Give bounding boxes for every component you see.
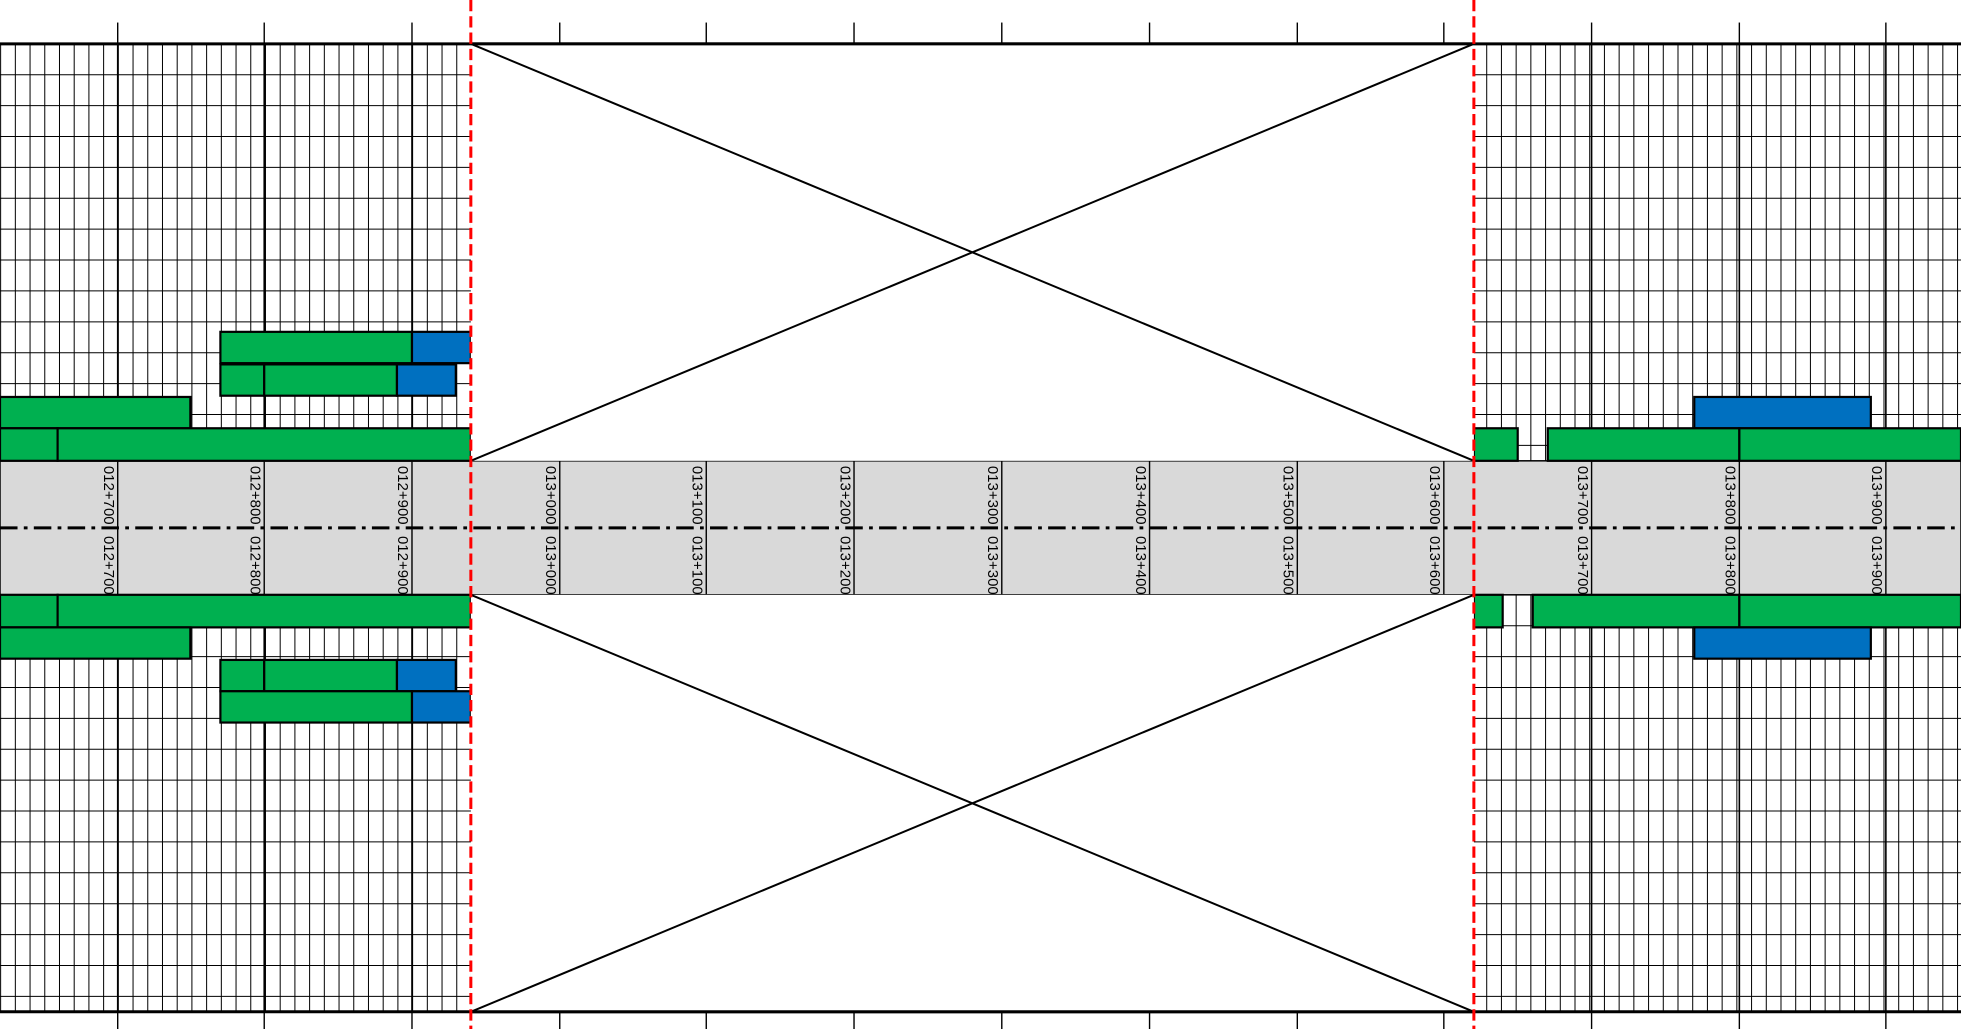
chainage-label-upper: 013+100: [688, 466, 705, 525]
blue-activity-block: [1693, 395, 1872, 430]
chainage-label-lower: 013+000: [542, 536, 559, 595]
green-activity-block: [0, 427, 59, 462]
green-activity-block: [56, 427, 472, 462]
green-activity-block: [1738, 427, 1961, 462]
blue-activity-block: [410, 330, 472, 365]
blue-activity-block: [395, 658, 457, 693]
cross-line: [470, 42, 1475, 462]
excluded-zone: [470, 42, 1475, 1014]
green-activity-block: [1531, 593, 1741, 629]
chainage-label-upper: 012+900: [394, 466, 411, 525]
chainage-label-lower: 013+100: [688, 536, 705, 595]
chainage-label-lower: 012+700: [100, 536, 117, 595]
green-activity-block: [1472, 593, 1504, 629]
green-activity-block: [0, 626, 192, 660]
green-activity-block: [1472, 427, 1519, 462]
cross-line: [470, 593, 1475, 1013]
chainage-label-upper: 013+000: [542, 466, 559, 525]
chainage-label-upper: 013+600: [1426, 466, 1443, 525]
chainage-label-upper: 013+400: [1132, 466, 1149, 525]
chainage-label-upper: 012+700: [100, 466, 117, 525]
green-activity-block: [219, 363, 266, 397]
chainage-label-upper: 012+800: [246, 466, 263, 525]
green-activity-block: [0, 593, 59, 629]
chainage-label-lower: 013+600: [1426, 536, 1443, 595]
green-activity-block: [1546, 427, 1741, 462]
chainage-label-upper: 013+800: [1722, 466, 1739, 525]
chainage-label-upper: 013+500: [1280, 466, 1297, 525]
chainage-label-lower: 012+900: [394, 536, 411, 595]
chainage-label-lower: 013+700: [1574, 536, 1591, 595]
chainage-label-lower: 013+200: [836, 536, 853, 595]
chainage-label-upper: 013+700: [1574, 466, 1591, 525]
chainage-label-lower: 013+400: [1132, 536, 1149, 595]
green-activity-block: [219, 690, 414, 724]
zone-boundaries: [469, 0, 1476, 1029]
green-activity-block: [263, 658, 399, 693]
chainage-label-lower: 013+300: [984, 536, 1001, 595]
chainage-labels: 012+700 012+700 012+800 012+800 012+900 012+9…: [100, 466, 1885, 595]
green-activity-block: [0, 395, 192, 430]
green-activity-block: [219, 658, 266, 693]
chainage-label-upper: 013+300: [984, 466, 1001, 525]
chainage-label-lower: 013+900: [1868, 536, 1885, 595]
blue-activity-block: [1693, 626, 1872, 660]
road-band: [0, 460, 1961, 596]
chainage-label-lower: 012+800: [246, 536, 263, 595]
chainage-label-lower: 013+800: [1722, 536, 1739, 595]
green-activity-block: [219, 330, 414, 365]
chainage-label-lower: 013+500: [1280, 536, 1297, 595]
green-activity-block: [56, 593, 472, 629]
green-activity-block: [1738, 593, 1961, 629]
blue-activity-block: [410, 690, 472, 724]
chainage-label-upper: 013+200: [836, 466, 853, 525]
green-activity-block: [263, 363, 399, 397]
blue-activity-block: [395, 363, 457, 397]
chainage-label-upper: 013+900: [1868, 466, 1885, 525]
activity-blocks: [0, 330, 1961, 724]
